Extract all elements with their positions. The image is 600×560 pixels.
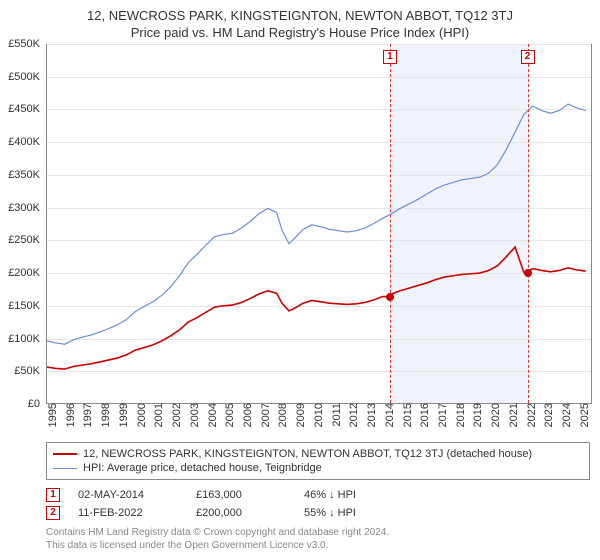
x-tick-label: 2016 [419, 403, 431, 427]
x-tick-label: 2024 [561, 403, 573, 427]
x-tick-label: 1999 [118, 403, 130, 427]
legend-label: HPI: Average price, detached house, Teig… [83, 462, 322, 474]
legend-row: 12, NEWCROSS PARK, KINGSTEIGNTON, NEWTON… [53, 447, 583, 461]
event-row: 1 02-MAY-2014 £163,000 46% ↓ HPI [46, 486, 590, 504]
event-badge: 1 [383, 50, 397, 64]
sale-events: 1 02-MAY-2014 £163,000 46% ↓ HPI 2 11-FEB-202… [46, 486, 590, 522]
event-price: £163,000 [196, 489, 286, 501]
x-tick-label: 2019 [472, 403, 484, 427]
y-tick-label: £400K [0, 136, 40, 148]
x-tick-label: 2020 [490, 403, 502, 427]
x-tick-label: 2018 [455, 403, 467, 427]
x-tick-label: 2010 [313, 403, 325, 427]
legend-label: 12, NEWCROSS PARK, KINGSTEIGNTON, NEWTON… [83, 448, 532, 460]
x-tick-label: 2014 [384, 403, 396, 427]
y-tick-label: £250K [0, 234, 40, 246]
x-tick-label: 2007 [260, 403, 272, 427]
x-tick-label: 2012 [348, 403, 360, 427]
x-tick-label: 2015 [402, 403, 414, 427]
footnote: Contains HM Land Registry data © Crown c… [46, 526, 590, 552]
x-tick-label: 1998 [100, 403, 112, 427]
legend: 12, NEWCROSS PARK, KINGSTEIGNTON, NEWTON… [46, 442, 590, 480]
sale-marker-dot [524, 269, 532, 277]
event-delta: 46% ↓ HPI [304, 489, 356, 501]
legend-row: HPI: Average price, detached house, Teig… [53, 461, 583, 475]
event-price: £200,000 [196, 507, 286, 519]
x-tick-label: 2022 [526, 403, 538, 427]
series-property [47, 247, 586, 369]
x-tick-label: 2005 [224, 403, 236, 427]
sale-marker-dot [386, 293, 394, 301]
y-tick-label: £200K [0, 267, 40, 279]
x-tick-label: 2011 [331, 403, 343, 427]
y-tick-label: £500K [0, 71, 40, 83]
x-tick-label: 2000 [136, 403, 148, 427]
footnote-line-2: This data is licensed under the Open Gov… [46, 539, 590, 552]
x-tick-label: 2017 [437, 403, 449, 427]
x-tick-label: 2004 [207, 403, 219, 427]
chart-title-block: 12, NEWCROSS PARK, KINGSTEIGNTON, NEWTON… [0, 0, 600, 44]
x-tick-label: 2001 [153, 403, 165, 427]
y-tick-label: £350K [0, 169, 40, 181]
legend-swatch [53, 468, 77, 469]
series-hpi [47, 104, 586, 344]
y-tick-label: £150K [0, 300, 40, 312]
event-delta: 55% ↓ HPI [304, 507, 356, 519]
event-date: 02-MAY-2014 [78, 489, 178, 501]
event-row: 2 11-FEB-2022 £200,000 55% ↓ HPI [46, 504, 590, 522]
event-date: 11-FEB-2022 [78, 507, 178, 519]
y-tick-label: £550K [0, 38, 40, 50]
y-tick-label: £50K [0, 365, 40, 377]
y-tick-label: £300K [0, 202, 40, 214]
x-tick-label: 1997 [82, 403, 94, 427]
x-tick-label: 2009 [295, 403, 307, 427]
x-tick-label: 1996 [65, 403, 77, 427]
y-tick-label: £100K [0, 333, 40, 345]
y-tick-label: £0 [0, 398, 40, 410]
x-tick-label: 2023 [543, 403, 555, 427]
x-tick-label: 2006 [242, 403, 254, 427]
footnote-line-1: Contains HM Land Registry data © Crown c… [46, 526, 590, 539]
x-tick-label: 2002 [171, 403, 183, 427]
x-tick-label: 1995 [47, 403, 59, 427]
title-line-1: 12, NEWCROSS PARK, KINGSTEIGNTON, NEWTON… [0, 8, 600, 23]
event-vline [390, 44, 391, 403]
title-line-2: Price paid vs. HM Land Registry's House … [0, 25, 600, 40]
event-number: 1 [46, 488, 60, 502]
x-tick-label: 2003 [189, 403, 201, 427]
x-tick-label: 2008 [277, 403, 289, 427]
event-badge: 2 [521, 50, 535, 64]
legend-swatch [53, 453, 77, 455]
event-number: 2 [46, 506, 60, 520]
y-tick-label: £450K [0, 103, 40, 115]
plot-area: 1995199619971998199920002001200220032004… [46, 44, 592, 404]
x-tick-label: 2013 [366, 403, 378, 427]
x-tick-label: 2025 [579, 403, 591, 427]
x-tick-label: 2021 [508, 403, 520, 427]
event-vline [528, 44, 529, 403]
